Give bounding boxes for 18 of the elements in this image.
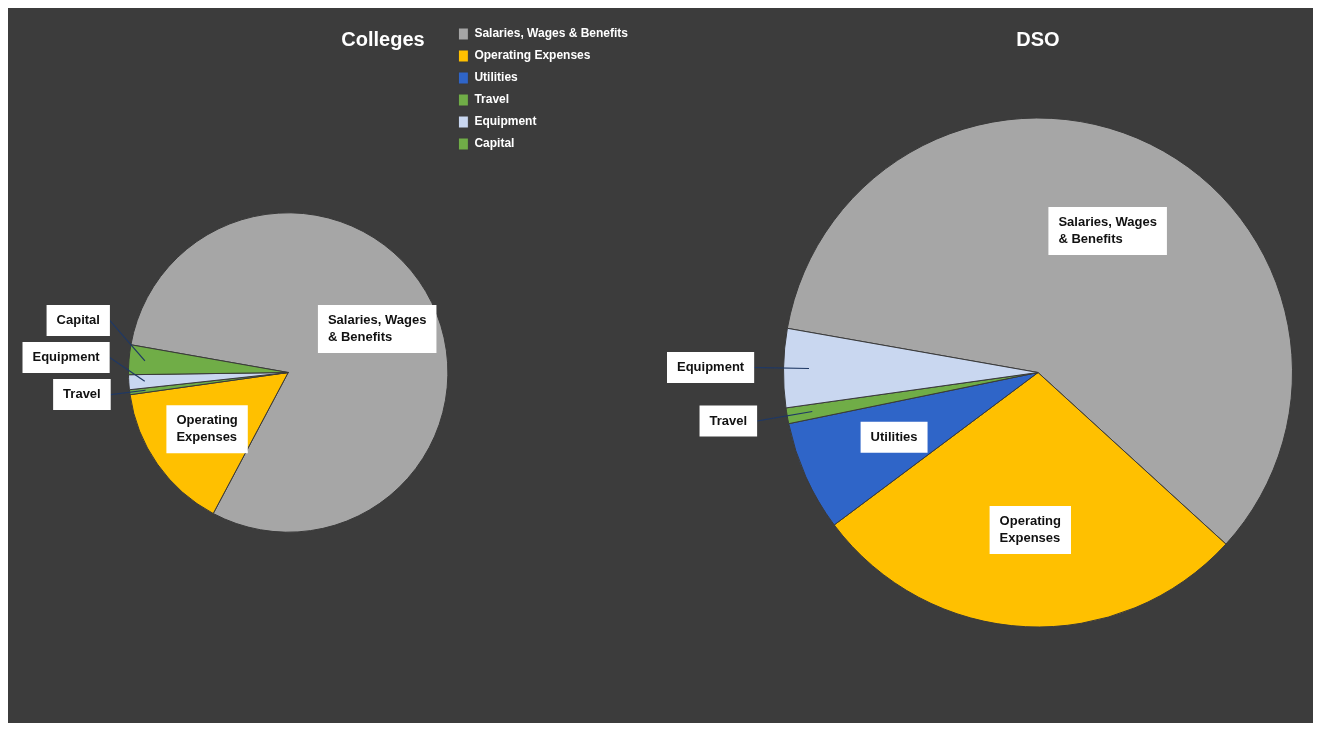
legend-label: Equipment [474,114,537,129]
slice-label: Utilities [870,428,918,444]
chart-title: DSO [1016,27,1060,50]
slice-label: Travel [63,386,101,402]
slice-label: Salaries, Wages & Benefits [1058,214,1157,246]
slice-label: Equipment [32,349,101,365]
slice-label: Equipment [677,359,745,375]
legend-label: Salaries, Wages & Benefits [474,26,629,41]
legend-label: Operating Expenses [474,48,591,63]
slice-label: Operating Expenses [999,513,1062,546]
legend-label: Capital [474,136,515,151]
slice-label: Salaries, Wages & Benefits [327,312,427,345]
slice-label: Operating Expenses [176,412,238,445]
legend-label: Utilities [474,70,519,85]
legend-label: Travel [474,92,510,107]
slice-label: Capital [56,312,100,328]
slice-label: Travel [709,412,748,428]
chart-title: Colleges [341,27,425,50]
